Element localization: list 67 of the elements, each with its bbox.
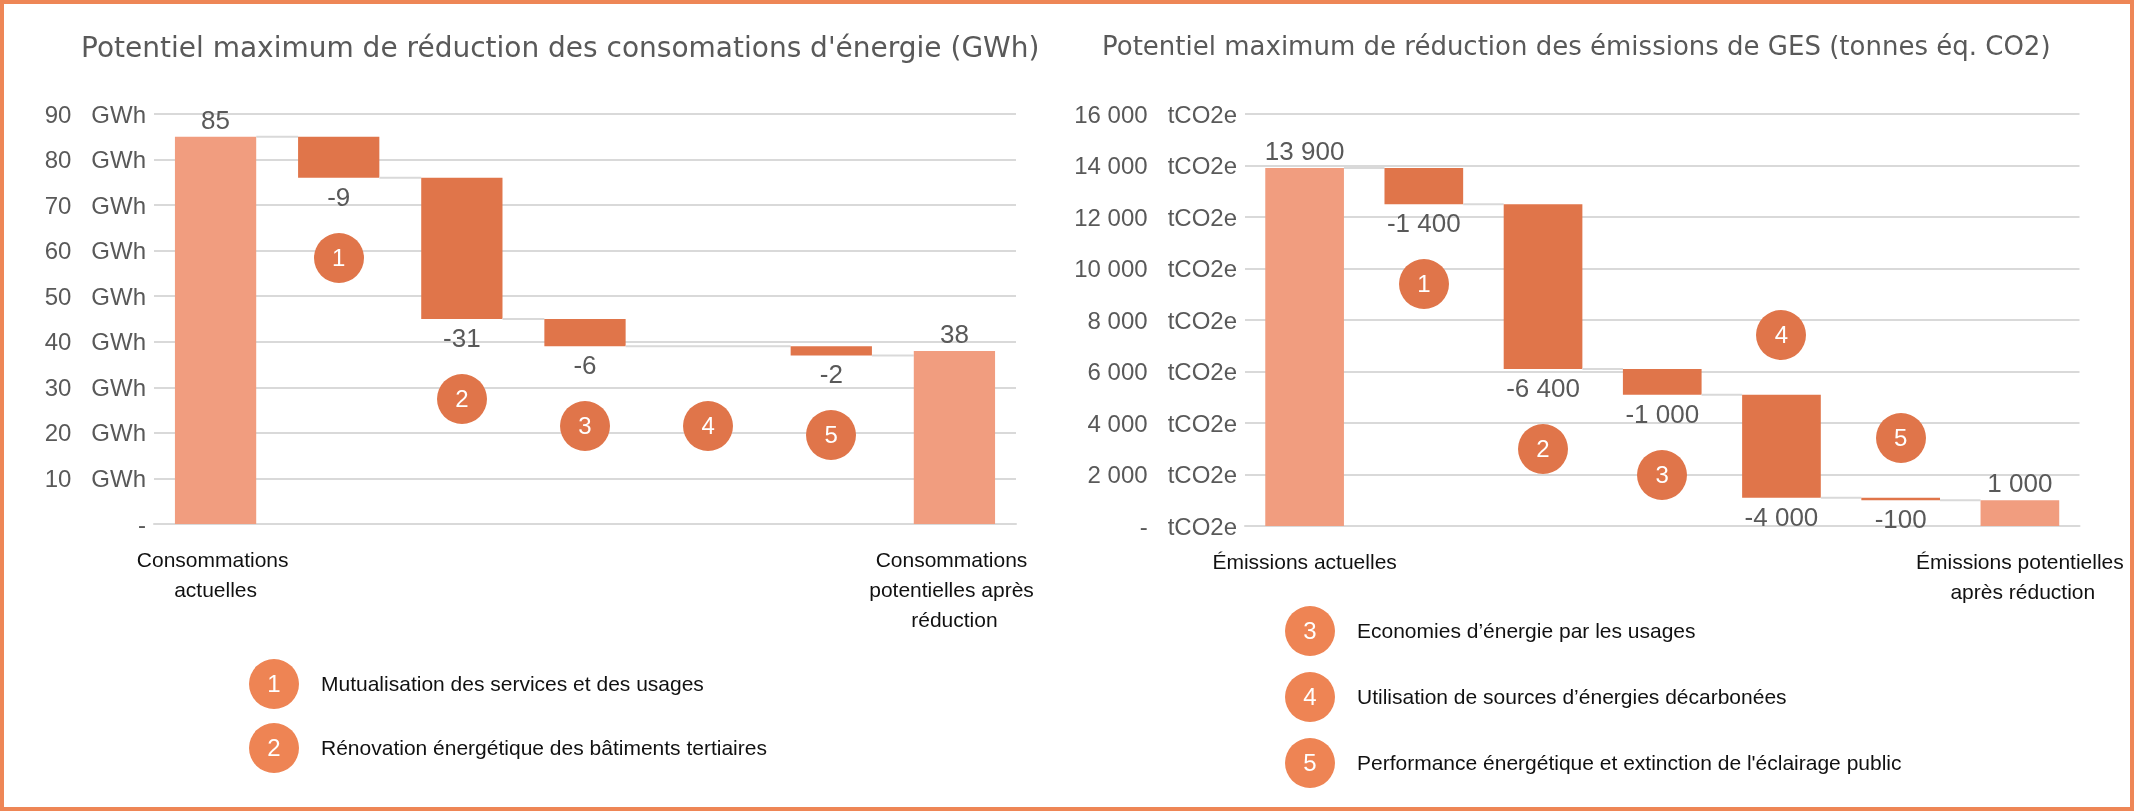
number-badge: 5: [1285, 738, 1335, 788]
y-tick-label: 40 GWh: [44, 328, 146, 356]
number-badge: 1: [313, 232, 364, 283]
number-badge: 2: [436, 374, 487, 424]
data-label: -4 000: [1744, 501, 1819, 532]
text: tCO2e: [1167, 203, 1237, 231]
data-label: 1 000: [1987, 468, 2053, 499]
data-label: -1 000: [1625, 398, 1700, 429]
y-tick-label: 30 GWh: [44, 373, 146, 401]
number-badge: 2: [249, 723, 299, 773]
text: Mutualisation des services et des usages: [321, 672, 704, 696]
y-tick-label: 10 000: [1074, 255, 1148, 282]
number-badge: 4: [683, 401, 734, 452]
y-tick-label: 10 GWh: [44, 464, 146, 492]
y-tick-label: -: [138, 510, 146, 538]
y-tick-label: 50 GWh: [44, 282, 146, 310]
text: Economies d’énergie par les usages: [1357, 619, 1696, 643]
y-axis-title: tCO2e: [1167, 512, 1237, 540]
number-badge: 3: [560, 401, 610, 452]
x-tick-label: Consommations potentielles après réduction: [869, 547, 1040, 631]
chart-title: Potentiel maximum de réduction des consomations d'énergie (GWh): [81, 30, 1040, 64]
text: tCO2e: [1167, 306, 1237, 334]
number-badge: 1: [1398, 259, 1449, 310]
text: Utilisation de sources d’énergies décarbonées: [1357, 685, 1787, 709]
text: Rénovation énergétique des bâtiments tertiaires: [321, 736, 767, 760]
x-tick-label: Consommations actuelles: [136, 547, 295, 601]
number-badge: 3: [1285, 606, 1335, 656]
data-label: -1 400: [1386, 208, 1461, 239]
text: tCO2e: [1167, 409, 1237, 437]
y-tick-label: 20 GWh: [44, 419, 146, 447]
data-label: -9: [327, 181, 351, 212]
x-tick-label: Émissions potentielles après réduction: [1916, 549, 2124, 603]
y-tick-label: 14 000: [1074, 152, 1148, 179]
y-tick-label: 70 GWh: [44, 191, 146, 219]
y-tick-label: 90 GWh: [44, 100, 146, 128]
text: tCO2e: [1167, 255, 1237, 282]
number-badge: 4: [1756, 309, 1807, 360]
text: tCO2e: [1167, 100, 1237, 128]
y-tick-label: 80 GWh: [44, 146, 146, 174]
x-tick-label: Émissions actuelles: [1212, 549, 1397, 573]
data-label: -6 400: [1506, 372, 1580, 403]
y-tick-label: 2 000: [1087, 461, 1148, 488]
data-label: -6: [573, 350, 597, 381]
number-badge: 2: [1518, 423, 1569, 474]
number-badge: 5: [806, 410, 857, 461]
number-badge: 5: [1875, 412, 1926, 463]
y-tick-label: 6 000: [1087, 358, 1148, 385]
data-label: 13 900: [1264, 136, 1345, 167]
data-label: 38: [939, 318, 969, 349]
y-tick-label: 60 GWh: [44, 237, 146, 265]
text: tCO2e: [1167, 461, 1237, 488]
data-label: 85: [201, 104, 231, 135]
chart-title: Potentiel maximum de réduction des émissions de GES (tonnes éq. CO2): [1102, 31, 2051, 61]
y-tick-label: -: [1139, 512, 1148, 540]
data-label: -100: [1874, 504, 1927, 535]
data-label: -2: [819, 359, 843, 390]
number-badge: 1: [249, 659, 299, 709]
text: Performance énergétique et extinction de l'éclairage public: [1357, 751, 1902, 775]
number-badge: 4: [1285, 672, 1335, 722]
text: tCO2e: [1167, 152, 1237, 179]
y-tick-label: 12 000: [1074, 203, 1148, 231]
y-tick-label: 16 000: [1074, 100, 1148, 128]
y-tick-label: 8 000: [1087, 306, 1148, 334]
text: tCO2e: [1167, 358, 1237, 385]
number-badge: 3: [1637, 449, 1688, 500]
y-tick-label: 4 000: [1087, 409, 1148, 437]
data-label: -31: [443, 323, 481, 353]
